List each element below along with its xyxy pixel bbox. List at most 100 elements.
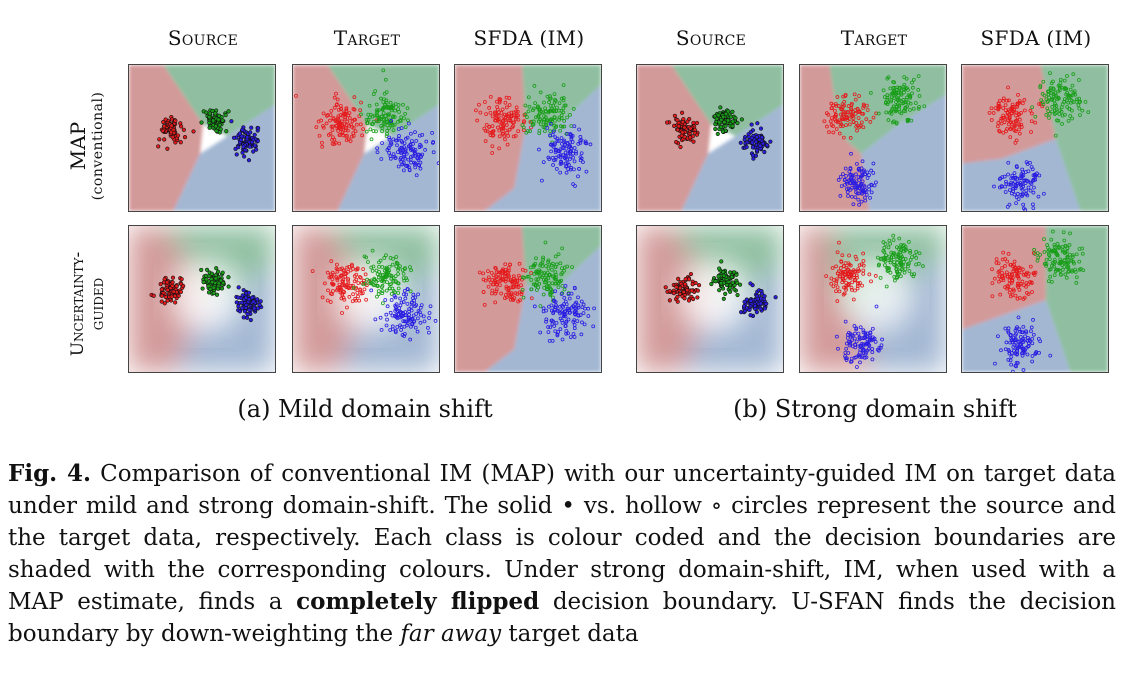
point-green bbox=[393, 274, 398, 278]
point-green bbox=[526, 95, 531, 100]
point-green bbox=[877, 262, 881, 267]
point-red bbox=[850, 101, 854, 106]
point-green bbox=[537, 111, 542, 116]
point-blue bbox=[1033, 351, 1038, 355]
point-green bbox=[739, 117, 744, 122]
point-red bbox=[361, 278, 366, 283]
point-red bbox=[1004, 270, 1009, 275]
point-blue bbox=[1007, 188, 1012, 192]
point-red bbox=[835, 250, 840, 255]
point-green bbox=[220, 118, 225, 123]
point-blue bbox=[1013, 180, 1017, 184]
point-red bbox=[320, 140, 324, 145]
point-red bbox=[349, 122, 353, 127]
point-green bbox=[1043, 262, 1047, 266]
point-blue bbox=[551, 129, 556, 134]
point-green bbox=[1056, 118, 1061, 123]
point-green bbox=[1041, 79, 1046, 84]
point-red bbox=[508, 294, 513, 299]
point-green bbox=[728, 114, 734, 119]
point-blue bbox=[237, 309, 243, 314]
point-red bbox=[495, 99, 499, 104]
point-red bbox=[1002, 120, 1007, 125]
point-blue bbox=[430, 130, 434, 135]
point-red bbox=[486, 284, 491, 289]
point-red bbox=[170, 283, 175, 288]
point-green bbox=[213, 124, 218, 129]
point-blue bbox=[532, 304, 537, 309]
point-green bbox=[359, 112, 363, 117]
point-blue bbox=[742, 137, 747, 142]
point-green bbox=[526, 274, 531, 279]
point-blue bbox=[398, 157, 403, 162]
point-blue bbox=[844, 341, 849, 346]
point-blue bbox=[748, 298, 753, 303]
point-green bbox=[565, 115, 569, 120]
point-blue bbox=[1048, 353, 1053, 358]
panel-b-unc-sfda-plot bbox=[962, 226, 1108, 372]
point-green bbox=[538, 263, 543, 268]
point-green bbox=[548, 103, 553, 108]
point-blue bbox=[1006, 330, 1011, 335]
point-blue bbox=[550, 338, 555, 343]
point-blue bbox=[402, 292, 406, 297]
point-blue bbox=[839, 184, 844, 189]
point-green bbox=[541, 292, 546, 297]
point-red bbox=[503, 262, 508, 267]
panel-a-map-sfda-plot bbox=[455, 65, 601, 211]
point-red bbox=[834, 281, 839, 286]
point-red bbox=[178, 289, 183, 294]
point-red bbox=[998, 292, 1003, 297]
point-green bbox=[882, 257, 887, 261]
point-blue bbox=[552, 158, 556, 163]
point-red bbox=[482, 302, 487, 307]
point-red bbox=[342, 268, 347, 273]
point-red bbox=[1006, 252, 1011, 256]
point-red bbox=[997, 129, 1002, 134]
point-blue bbox=[861, 328, 866, 333]
region-green bbox=[522, 226, 601, 291]
point-red bbox=[1028, 108, 1033, 113]
point-blue bbox=[871, 171, 876, 175]
point-blue bbox=[998, 176, 1003, 181]
point-red bbox=[1005, 274, 1010, 279]
point-red bbox=[824, 111, 829, 116]
point-red bbox=[694, 120, 700, 125]
point-red bbox=[325, 114, 329, 118]
point-red bbox=[503, 296, 507, 300]
point-red bbox=[484, 123, 489, 127]
point-red bbox=[853, 269, 858, 274]
point-green bbox=[531, 106, 536, 111]
point-green bbox=[403, 125, 408, 130]
point-red bbox=[151, 293, 156, 298]
point-green bbox=[884, 110, 889, 115]
point-blue bbox=[1029, 329, 1033, 334]
point-red bbox=[497, 128, 502, 133]
point-red bbox=[844, 280, 848, 285]
point-red bbox=[335, 288, 339, 293]
point-red bbox=[1024, 281, 1029, 285]
point-blue bbox=[853, 342, 857, 347]
point-green bbox=[723, 111, 729, 117]
panel-a-unc-source bbox=[128, 225, 276, 373]
point-blue bbox=[257, 302, 262, 308]
point-green bbox=[1083, 100, 1088, 104]
point-green bbox=[734, 272, 739, 277]
region-red bbox=[129, 65, 203, 211]
point-green bbox=[721, 273, 726, 278]
point-red bbox=[494, 275, 499, 280]
point-blue bbox=[860, 159, 865, 164]
point-red bbox=[504, 286, 509, 291]
point-red bbox=[353, 296, 358, 301]
point-green bbox=[214, 266, 219, 271]
point-blue bbox=[402, 168, 406, 173]
point-green bbox=[381, 68, 386, 73]
point-green bbox=[1074, 99, 1079, 104]
point-red bbox=[830, 266, 835, 270]
point-red bbox=[837, 289, 842, 294]
point-blue bbox=[553, 305, 558, 310]
point-red bbox=[335, 278, 340, 283]
point-red bbox=[834, 289, 838, 294]
point-red bbox=[829, 281, 834, 286]
point-red bbox=[494, 270, 499, 275]
